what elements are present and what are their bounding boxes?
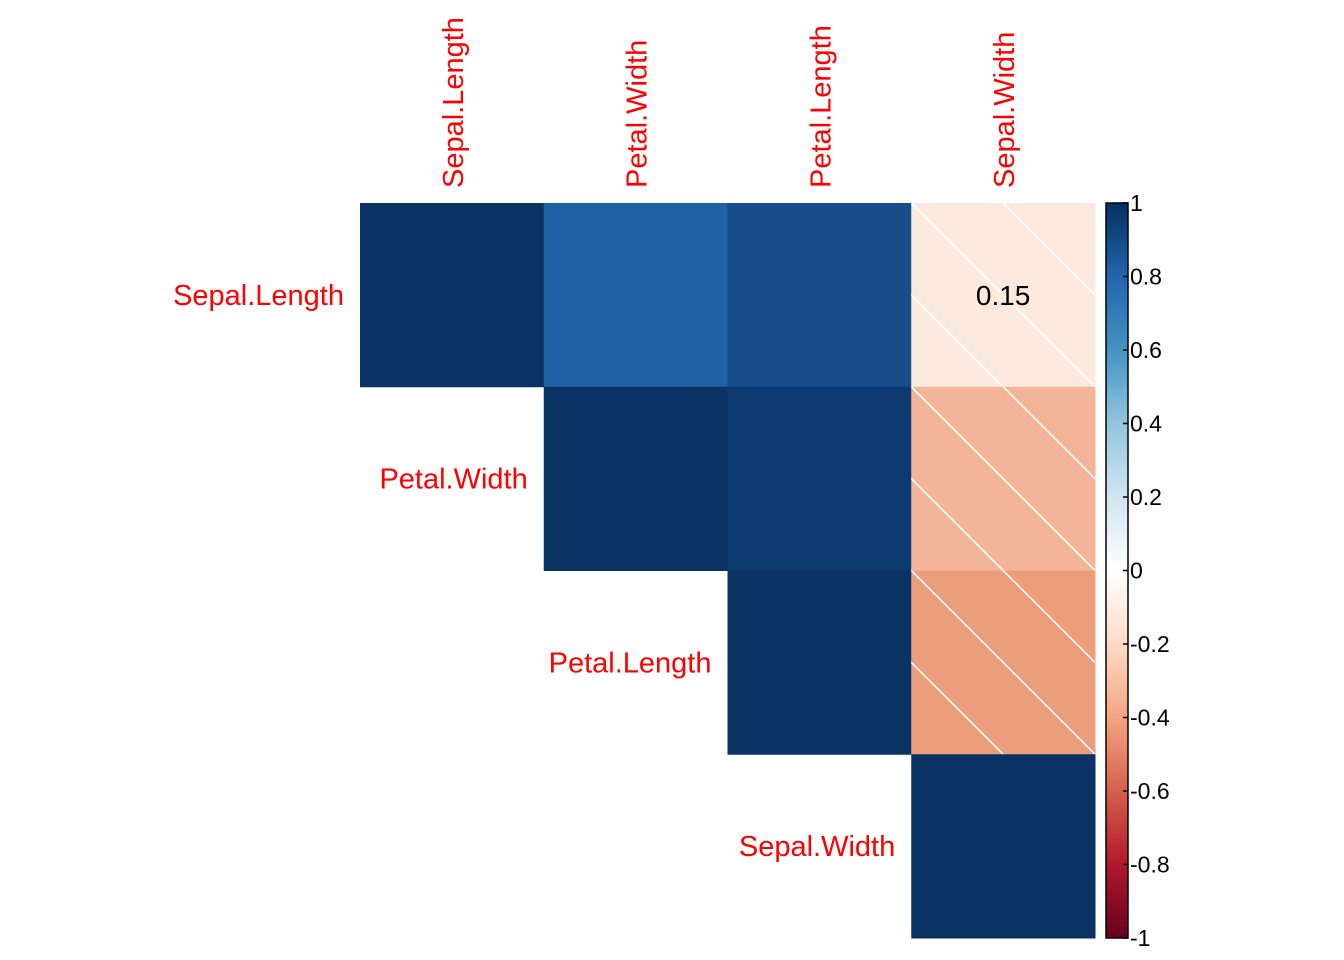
colorbar-tick-label: 0.6 xyxy=(1130,337,1162,363)
cell-fill xyxy=(727,386,912,571)
heatmap-cell-petal-width-petal-length xyxy=(727,386,912,571)
row-labels: Sepal.Length Petal.Width Petal.Length Sepal… xyxy=(173,280,895,863)
row-label-petal-width: Petal.Width xyxy=(379,464,527,496)
cell-value-label: 0.15 xyxy=(976,280,1031,311)
heatmap-cell-petal-width-petal-width xyxy=(543,386,728,571)
colorbar-tick-label: -0.2 xyxy=(1130,631,1170,657)
column-label-sepal-length: Sepal.Length xyxy=(438,17,470,188)
colorbar-tick-label: 0.2 xyxy=(1130,484,1162,510)
row-label-sepal-length: Sepal.Length xyxy=(173,280,344,312)
column-labels: Sepal.Length Petal.Width Petal.Length Sepal… xyxy=(438,17,1021,188)
cell-fill xyxy=(727,203,912,388)
heatmap-cell-sepal-length-sepal-length xyxy=(360,203,545,388)
insignificance-hatch xyxy=(911,570,1095,755)
insignificance-hatch xyxy=(911,203,1095,387)
column-label-petal-width: Petal.Width xyxy=(622,40,654,188)
heatmap-cell-petal-width-sepal-width xyxy=(911,386,1096,571)
heatmap-cell-petal-length-sepal-width xyxy=(911,570,1096,755)
colorbar: 1 0.8 0.6 0.4 0.2 0 -0.2 -0.4 -0.6 -0.8 -1 xyxy=(1105,190,1170,951)
column-label-sepal-width: Sepal.Width xyxy=(989,32,1021,188)
cell-fill xyxy=(911,754,1096,939)
colorbar-tick-label: -0.8 xyxy=(1130,852,1170,878)
colorbar-tick-label: -0.4 xyxy=(1130,705,1170,731)
insignificance-hatch xyxy=(911,386,1095,571)
heatmap-cell-petal-length-petal-length xyxy=(727,570,912,755)
colorbar-tick-label: -0.6 xyxy=(1130,778,1170,804)
cell-fill xyxy=(360,203,545,388)
heatmap-cell-sepal-width-sepal-width xyxy=(911,754,1096,939)
colorbar-tick-label: 1 xyxy=(1130,190,1143,216)
colorbar-tick-label: 0.4 xyxy=(1130,411,1162,437)
column-label-petal-length: Petal.Length xyxy=(805,25,837,188)
colorbar-tick-label: -1 xyxy=(1130,925,1150,951)
cell-fill xyxy=(727,570,912,755)
colorbar-tick-label: 0.8 xyxy=(1130,264,1162,290)
row-label-petal-length: Petal.Length xyxy=(549,647,712,679)
heatmap-cell-sepal-length-petal-width xyxy=(543,203,728,388)
heatmap-cells: 0.15 xyxy=(360,203,1096,939)
row-label-sepal-width: Sepal.Width xyxy=(739,831,895,863)
cell-fill xyxy=(543,386,728,571)
colorbar-tick-label: 0 xyxy=(1130,558,1143,584)
heatmap-cell-sepal-length-sepal-width: 0.15 xyxy=(911,203,1096,388)
cell-fill xyxy=(543,203,728,388)
heatmap-cell-sepal-length-petal-length xyxy=(727,203,912,388)
